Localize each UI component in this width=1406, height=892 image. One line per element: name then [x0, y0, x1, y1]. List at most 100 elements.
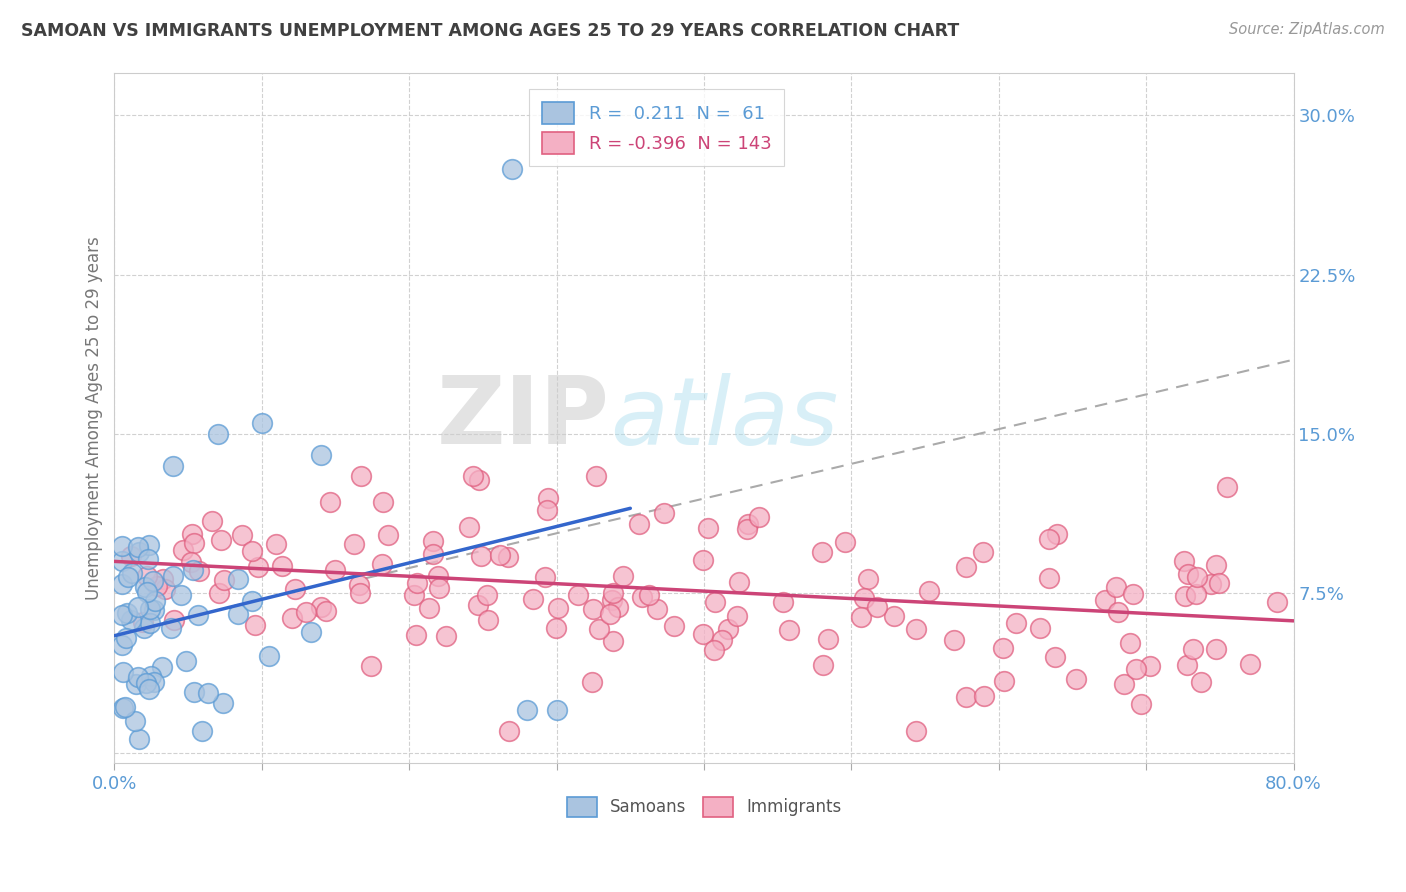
Point: [295, 605, 318, 619]
Point: [323, 563, 346, 577]
Point: [153, 582, 176, 597]
Point: [612, 569, 634, 583]
Point: [772, 595, 794, 609]
Point: [111, 700, 134, 714]
Point: [174, 654, 197, 668]
Point: [128, 545, 150, 559]
Point: [138, 681, 160, 696]
Point: [127, 600, 149, 615]
Point: [567, 588, 589, 602]
Point: [121, 566, 143, 581]
Point: [704, 595, 727, 609]
Point: [1139, 659, 1161, 673]
Point: [547, 601, 569, 615]
Point: [201, 514, 224, 528]
Point: [125, 677, 148, 691]
Point: [955, 560, 977, 574]
Point: [180, 526, 202, 541]
Point: [191, 723, 214, 738]
Point: [607, 600, 630, 615]
Point: [905, 622, 928, 636]
Point: [477, 588, 499, 602]
Point: [817, 632, 839, 646]
Point: [299, 625, 322, 640]
Y-axis label: Unemployment Among Ages 25 to 29 years: Unemployment Among Ages 25 to 29 years: [86, 236, 103, 600]
Point: [228, 607, 250, 621]
Point: [142, 574, 165, 588]
Point: [128, 731, 150, 746]
Point: [1205, 641, 1227, 656]
Point: [778, 623, 800, 637]
Point: [1189, 674, 1212, 689]
Point: [865, 600, 887, 615]
Point: [637, 588, 659, 602]
Point: [737, 516, 759, 531]
Point: [422, 547, 444, 561]
Point: [349, 586, 371, 600]
Point: [918, 583, 941, 598]
Point: [246, 560, 269, 574]
Point: [127, 670, 149, 684]
Point: [1107, 605, 1129, 619]
Point: [250, 417, 273, 431]
Point: [488, 548, 510, 562]
Point: [599, 607, 621, 622]
Point: [602, 633, 624, 648]
Point: [716, 623, 738, 637]
Point: [162, 569, 184, 583]
Point: [170, 588, 193, 602]
Point: [1175, 658, 1198, 673]
Point: [1122, 587, 1144, 601]
Point: [1177, 567, 1199, 582]
Point: [350, 469, 373, 483]
Point: [226, 572, 249, 586]
Point: [477, 613, 499, 627]
Point: [631, 591, 654, 605]
Point: [1119, 636, 1142, 650]
Point: [1105, 580, 1128, 594]
Point: [209, 533, 232, 547]
Point: [725, 608, 748, 623]
Point: [117, 570, 139, 584]
Point: [139, 602, 162, 616]
Point: [883, 609, 905, 624]
Text: atlas: atlas: [610, 373, 838, 464]
Point: [136, 585, 159, 599]
Point: [145, 594, 167, 608]
Point: [582, 602, 605, 616]
Point: [943, 632, 966, 647]
Point: [498, 549, 520, 564]
Point: [152, 572, 174, 586]
Point: [257, 648, 280, 663]
Point: [1043, 650, 1066, 665]
Point: [522, 591, 544, 606]
Point: [662, 619, 685, 633]
Point: [501, 161, 523, 176]
Point: [139, 615, 162, 630]
Point: [418, 600, 440, 615]
Point: [703, 643, 725, 657]
Point: [1066, 672, 1088, 686]
Point: [183, 535, 205, 549]
Point: [422, 533, 444, 548]
Point: [163, 614, 186, 628]
Point: [581, 674, 603, 689]
Point: [134, 621, 156, 635]
Point: [114, 699, 136, 714]
Point: [588, 622, 610, 636]
Point: [853, 591, 876, 605]
Point: [849, 609, 872, 624]
Point: [1038, 532, 1060, 546]
Point: [1028, 621, 1050, 635]
Legend: Samoans, Immigrants: Samoans, Immigrants: [560, 790, 848, 824]
Point: [343, 537, 366, 551]
Point: [111, 576, 134, 591]
Point: [187, 607, 209, 622]
Point: [537, 491, 560, 505]
Point: [516, 703, 538, 717]
Point: [1265, 595, 1288, 609]
Point: [652, 506, 675, 520]
Point: [811, 657, 834, 672]
Point: [349, 578, 371, 592]
Point: [231, 528, 253, 542]
